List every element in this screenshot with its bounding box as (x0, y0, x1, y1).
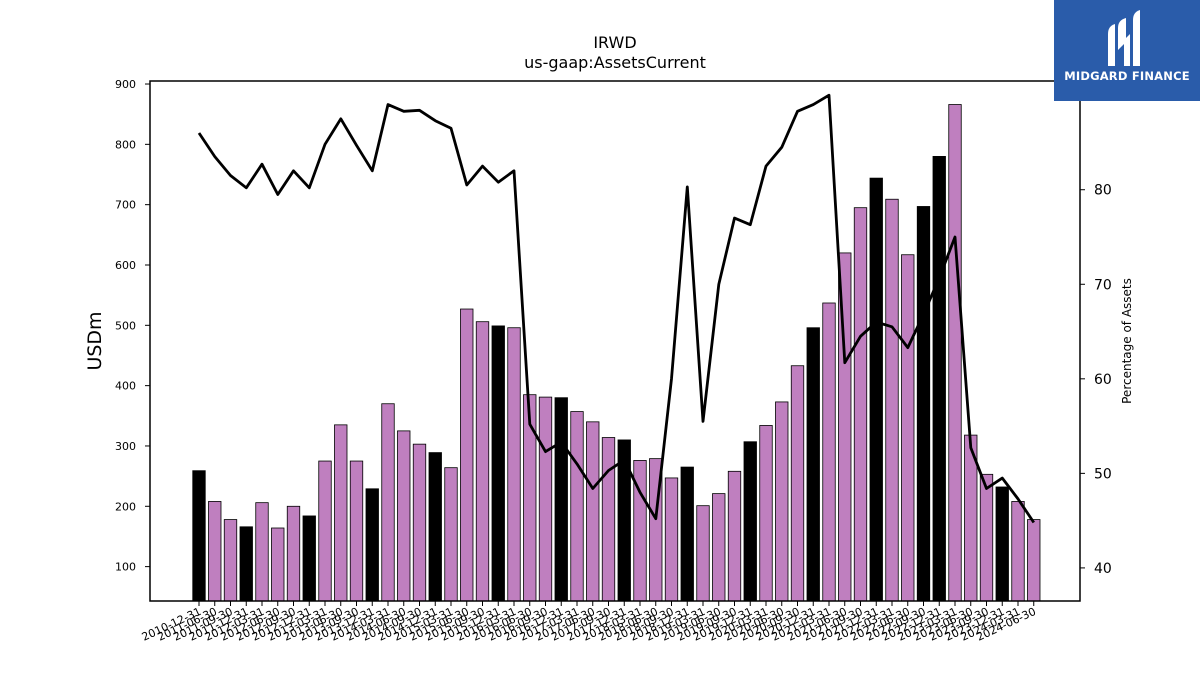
bar-2014-12-31 (428, 452, 442, 602)
y-tick-label: 100 (115, 561, 136, 574)
bar-2011-09-30 (223, 519, 238, 602)
bar-2013-12-31 (365, 488, 379, 602)
bar-2023-12-31 (995, 486, 1009, 602)
y2-tick-label: 80 (1094, 183, 1112, 199)
bar-2022-03-31 (885, 198, 899, 602)
bar-2021-12-31 (869, 177, 883, 602)
y-tick-label: 700 (115, 199, 136, 212)
y-tick-label: 200 (115, 500, 136, 513)
chart-subtitle: us-gaap:AssetsCurrent (524, 53, 706, 72)
y2-tick-label: 70 (1094, 277, 1112, 293)
line-group (197, 93, 1035, 524)
bar-2020-09-30 (790, 365, 805, 602)
bar-2016-12-31 (554, 397, 568, 602)
bar-2019-12-31 (743, 441, 757, 602)
bar-2023-09-30 (979, 473, 994, 602)
y2-tick-label: 40 (1094, 561, 1112, 577)
x-ticks-group: 2010-12-312011-06-302011-09-302011-12-31… (140, 601, 1038, 644)
bar-2021-09-30 (853, 207, 868, 602)
midgard-finance-logo: MIDGARD FINANCE (1054, 0, 1200, 101)
bar-2015-06-30 (460, 308, 474, 602)
bar-2018-09-30 (664, 477, 679, 602)
y2-axis-label: Percentage of Assets (1120, 278, 1134, 404)
y-tick-label: 600 (115, 259, 136, 272)
bar-2015-09-30 (475, 321, 490, 602)
bar-2014-03-31 (381, 403, 395, 602)
logo-text: MIDGARD FINANCE (1064, 69, 1190, 83)
bar-2010-12-31 (192, 470, 206, 602)
bar-2015-12-31 (491, 325, 505, 602)
y-axis-label: USDm (84, 311, 106, 370)
chart-title: IRWD (593, 33, 636, 52)
bar-2019-03-31 (696, 505, 710, 602)
y-tick-label: 300 (115, 440, 136, 453)
bar-2017-09-30 (601, 437, 616, 602)
bar-2020-06-30 (775, 401, 789, 602)
bar-2019-06-30 (712, 493, 726, 602)
bar-2022-12-31 (932, 156, 946, 602)
bar-2012-03-31 (255, 502, 269, 602)
bar-2011-06-30 (208, 501, 222, 602)
bars-group (192, 104, 1041, 602)
bar-2024-06-30 (1027, 519, 1041, 602)
bar-2016-03-31 (507, 327, 521, 602)
percentage-line (197, 93, 1035, 524)
bar-2024-03-31 (1011, 501, 1025, 602)
plot-frame (149, 80, 1081, 602)
bar-2013-06-30 (334, 424, 348, 602)
y-tick-label: 400 (115, 380, 136, 393)
y2-tick-label: 50 (1094, 466, 1112, 482)
bar-2018-12-31 (680, 466, 694, 602)
bar-2015-03-31 (444, 467, 458, 602)
bar-2013-09-30 (349, 460, 364, 602)
bar-2020-12-31 (806, 327, 820, 602)
bar-2013-03-31 (318, 460, 332, 602)
bar-2022-09-30 (916, 206, 931, 602)
bar-2023-03-31 (948, 104, 962, 602)
y-tick-label: 800 (115, 138, 136, 151)
bar-2017-06-30 (586, 421, 600, 602)
y-tick-label: 500 (115, 319, 136, 332)
y-tick-label: 900 (115, 78, 136, 91)
bar-2012-12-31 (302, 515, 316, 602)
bar-2012-06-30 (271, 527, 285, 602)
bar-2017-03-31 (570, 411, 584, 602)
bar-2020-03-31 (759, 425, 773, 602)
y2-tick-label: 60 (1094, 372, 1112, 388)
bar-2019-09-30 (727, 470, 742, 602)
bar-2012-09-30 (286, 505, 301, 602)
bar-2011-12-31 (239, 526, 253, 602)
bar-2021-03-31 (822, 302, 836, 602)
bar-2014-09-30 (412, 443, 427, 602)
bar-2014-06-30 (397, 430, 411, 602)
bar-2022-06-30 (901, 254, 915, 602)
midgard-logo-icon (1108, 10, 1140, 66)
bar-2016-09-30 (538, 396, 553, 602)
